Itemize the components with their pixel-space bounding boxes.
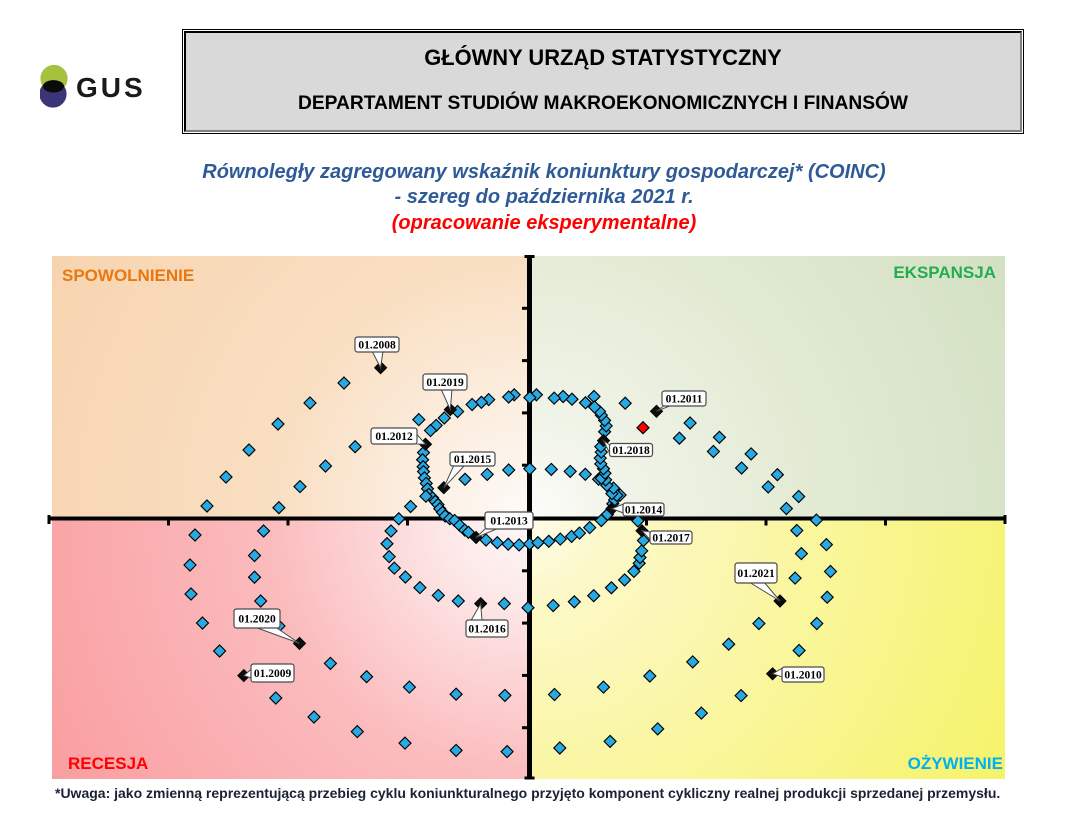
svg-text:01.2008: 01.2008	[358, 340, 396, 352]
svg-text:01.2021: 01.2021	[737, 568, 775, 580]
svg-text:EKSPANSJA: EKSPANSJA	[893, 263, 996, 282]
svg-text:01.2016: 01.2016	[468, 624, 506, 636]
svg-text:01.2014: 01.2014	[625, 505, 663, 517]
svg-text:01.2015: 01.2015	[454, 454, 492, 466]
svg-text:GUS: GUS	[76, 72, 146, 103]
svg-text:RECESJA: RECESJA	[68, 754, 148, 773]
svg-text:01.2013: 01.2013	[490, 516, 528, 528]
svg-text:01.2017: 01.2017	[652, 533, 690, 545]
svg-text:01.2010: 01.2010	[784, 670, 822, 682]
svg-text:01.2009: 01.2009	[254, 668, 292, 680]
svg-text:01.2012: 01.2012	[375, 431, 413, 443]
svg-text:01.2020: 01.2020	[238, 614, 276, 626]
svg-text:SPOWOLNIENIE: SPOWOLNIENIE	[62, 266, 194, 285]
svg-text:01.2018: 01.2018	[612, 445, 650, 457]
svg-text:01.2011: 01.2011	[666, 394, 703, 406]
svg-text:01.2019: 01.2019	[426, 377, 464, 389]
svg-text:OŻYWIENIE: OŻYWIENIE	[908, 754, 1003, 773]
